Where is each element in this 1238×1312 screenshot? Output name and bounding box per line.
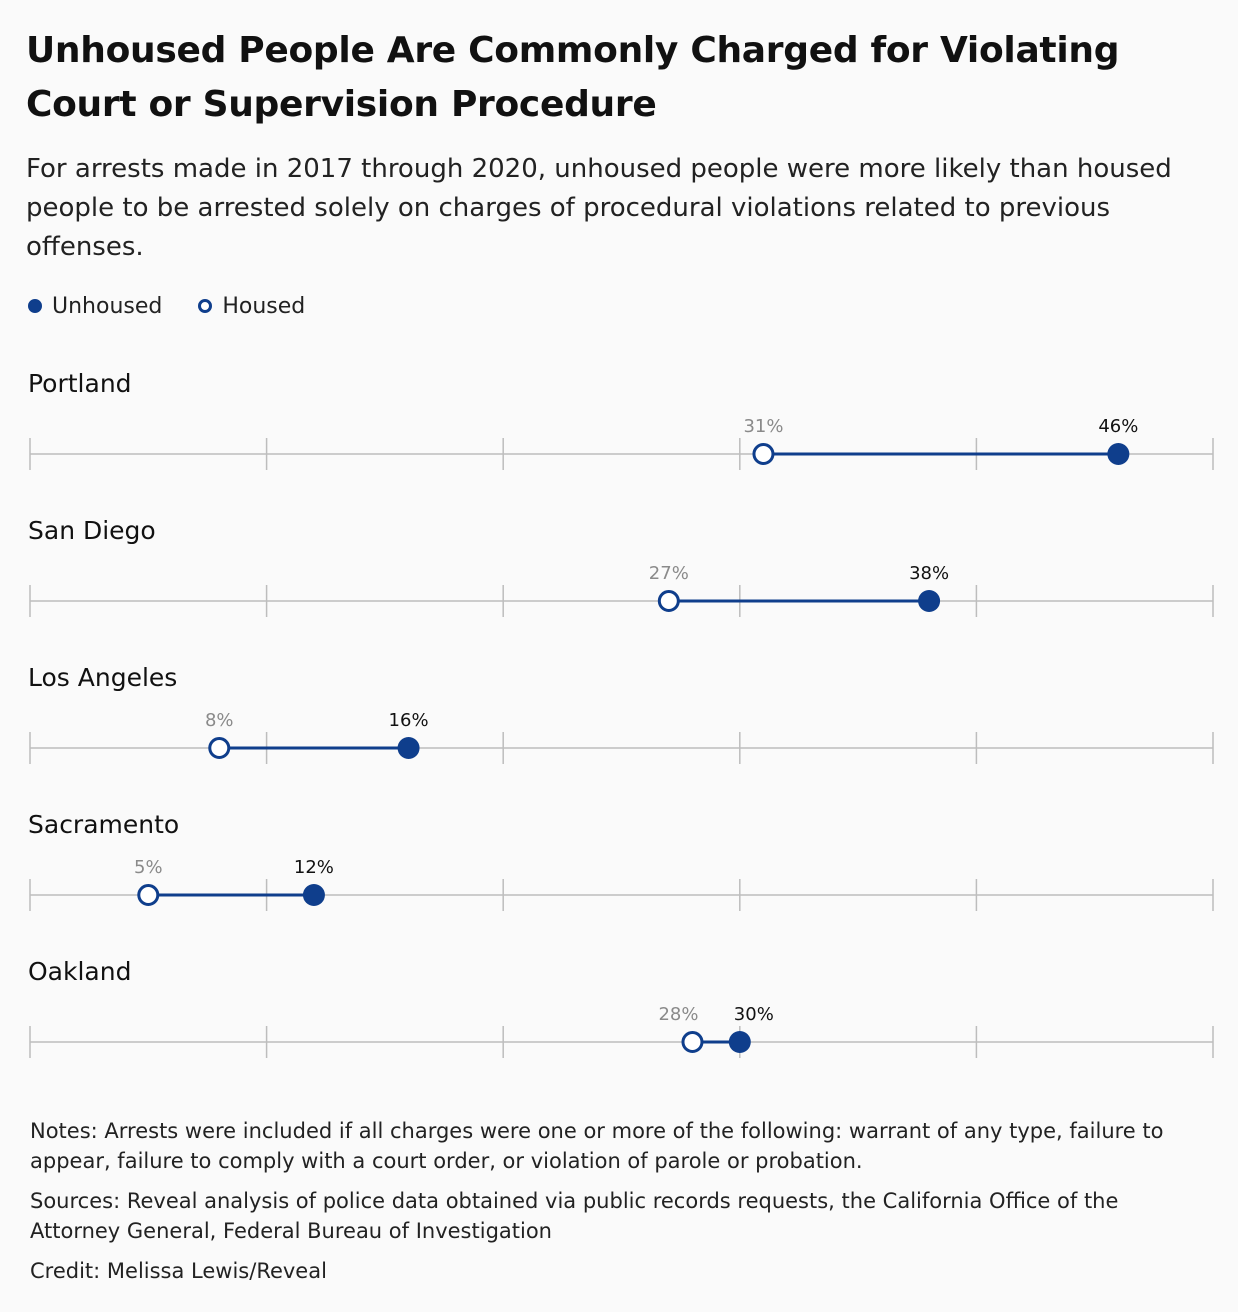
credit-text: Credit: Melissa Lewis/Reveal <box>30 1259 327 1283</box>
dot-plot-chart: Portland 31% 46% San Diego 27% 38% Los Angeles… <box>28 369 1214 1058</box>
notes-text: Notes: Arrests were included if all char… <box>30 1119 1164 1173</box>
unhoused-dot-oakland <box>728 1031 751 1053</box>
chart-footer: Notes: Arrests were included if all char… <box>30 1116 1210 1296</box>
unhoused-dot-portland <box>1107 443 1130 465</box>
housed-value-label-los-angeles: 8% <box>205 710 234 731</box>
unhoused-value-label-sacramento: 12% <box>294 857 334 878</box>
unhoused-dot-los-angeles <box>397 737 420 759</box>
unhoused-value-label-san-diego: 38% <box>909 563 949 584</box>
legend-label-housed: Housed <box>222 293 306 319</box>
legend-item-housed: Housed <box>198 294 305 319</box>
unhoused-dot-sacramento <box>302 884 325 906</box>
city-label-sacramento: Sacramento <box>28 810 179 839</box>
filled-circle-icon <box>28 299 42 313</box>
unhoused-dot-san-diego <box>918 590 941 612</box>
chart-subtitle: For arrests made in 2017 through 2020, u… <box>26 154 1172 262</box>
legend: Unhoused Housed <box>28 290 341 322</box>
housed-value-label-san-diego: 27% <box>649 563 689 584</box>
city-label-portland: Portland <box>28 369 132 398</box>
chart-header: Unhoused People Are Commonly Charged for… <box>26 24 1206 267</box>
city-label-san-diego: San Diego <box>28 516 156 545</box>
unhoused-value-label-portland: 46% <box>1098 416 1138 437</box>
unhoused-value-label-los-angeles: 16% <box>389 710 429 731</box>
housed-dot-sacramento <box>137 884 160 906</box>
unhoused-value-label-oakland: 30% <box>734 1004 774 1025</box>
housed-dot-san-diego <box>657 590 680 612</box>
hollow-circle-icon <box>198 299 213 313</box>
city-label-los-angeles: Los Angeles <box>28 663 177 692</box>
city-label-oakland: Oakland <box>28 957 131 986</box>
legend-item-unhoused: Unhoused <box>28 294 162 319</box>
housed-dot-oakland <box>681 1031 704 1053</box>
housed-dot-portland <box>752 443 775 465</box>
sources-text: Sources: Reveal analysis of police data … <box>30 1189 1119 1243</box>
housed-value-label-sacramento: 5% <box>134 857 163 878</box>
chart-title: Unhoused People Are Commonly Charged for… <box>26 30 1120 125</box>
housed-value-label-portland: 31% <box>743 416 783 437</box>
legend-label-unhoused: Unhoused <box>52 293 163 319</box>
housed-dot-los-angeles <box>208 737 231 759</box>
housed-value-label-oakland: 28% <box>658 1004 698 1025</box>
